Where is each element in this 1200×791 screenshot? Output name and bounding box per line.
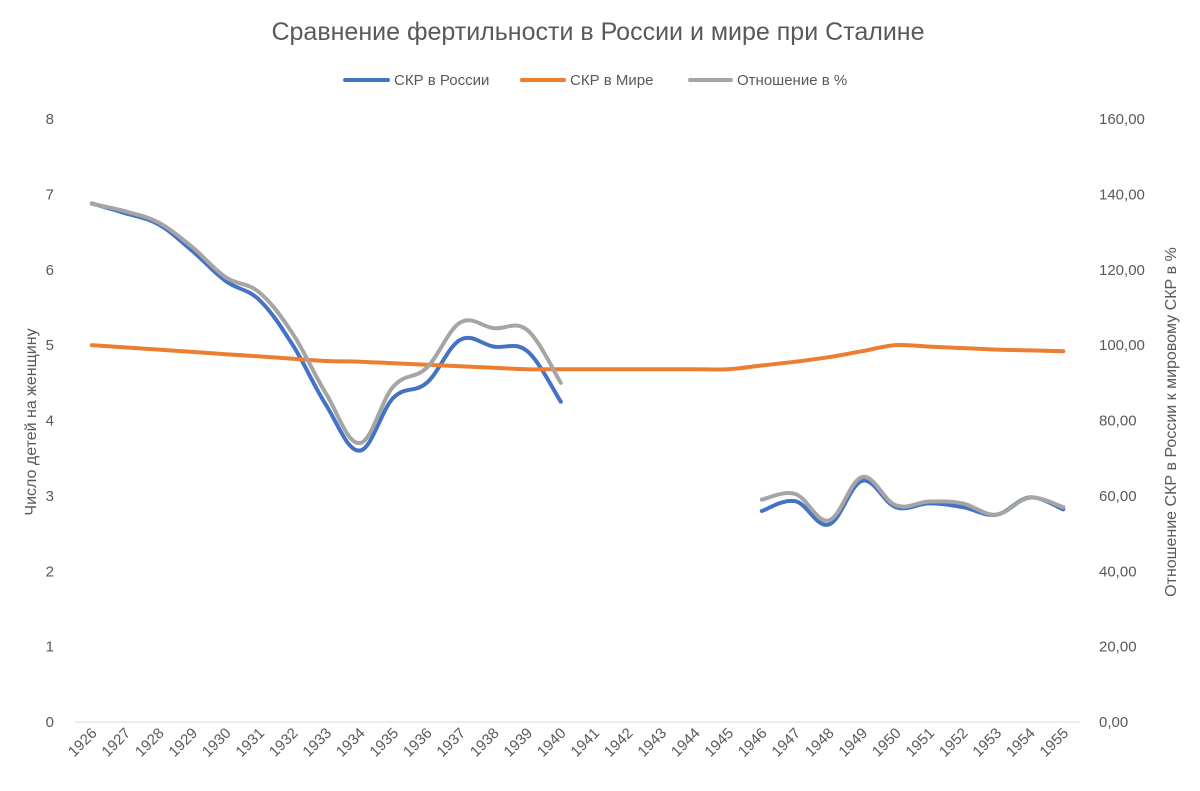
y-tick-label: 5	[46, 337, 54, 354]
x-tick-label: 1947	[768, 725, 804, 761]
x-tick-label: 1944	[668, 725, 704, 761]
y2-tick-label: 20,00	[1099, 639, 1137, 656]
y2-tick-label: 80,00	[1099, 413, 1137, 430]
series-line-ratio-1	[759, 474, 1066, 523]
y2-axis-ticks: 0,00 20,00 40,00 60,00 80,00 100,00 120,00 140,…	[1099, 111, 1145, 731]
x-tick-label: 1937	[433, 725, 469, 761]
x-tick-label: 1929	[165, 725, 201, 761]
x-tick-label: 1950	[869, 725, 905, 761]
chart-title: Сравнение фертильности в России и мире п…	[271, 18, 924, 46]
legend-label-world: СКР в Мире	[570, 72, 653, 89]
y2-tick-label: 40,00	[1099, 563, 1137, 580]
y-axis-title: Число детей на женщину	[23, 328, 40, 515]
x-tick-label: 1955	[1036, 725, 1072, 761]
series-lines	[89, 201, 1066, 527]
x-tick-label: 1941	[567, 725, 603, 761]
x-tick-label: 1943	[634, 725, 670, 761]
y-tick-label: 4	[46, 413, 54, 430]
x-tick-label: 1942	[601, 725, 637, 761]
y2-tick-label: 0,00	[1099, 714, 1128, 731]
x-tick-label: 1954	[1003, 725, 1039, 761]
x-tick-label: 1933	[299, 725, 335, 761]
y-tick-label: 0	[46, 714, 54, 731]
y-tick-label: 6	[46, 262, 54, 279]
x-tick-label: 1953	[969, 725, 1005, 761]
y2-tick-label: 140,00	[1099, 186, 1145, 203]
x-tick-label: 1934	[333, 725, 369, 761]
y2-tick-label: 120,00	[1099, 262, 1145, 279]
y-tick-label: 2	[46, 563, 54, 580]
y-tick-label: 7	[46, 186, 54, 203]
y2-tick-label: 160,00	[1099, 111, 1145, 128]
x-tick-label: 1926	[65, 725, 101, 761]
series-line-ratio-0	[89, 201, 563, 446]
y2-tick-label: 60,00	[1099, 488, 1137, 505]
y2-tick-label: 100,00	[1099, 337, 1145, 354]
y2-axis-title: Отношение СКР в России к мировому СКР в …	[1163, 247, 1180, 597]
x-tick-label: 1946	[735, 725, 771, 761]
x-tick-label: 1936	[400, 725, 436, 761]
x-tick-label: 1931	[232, 725, 268, 761]
x-tick-label: 1932	[266, 725, 302, 761]
x-tick-label: 1927	[98, 725, 134, 761]
y-tick-label: 8	[46, 111, 54, 128]
legend-label-ratio: Отношение в %	[737, 72, 847, 89]
x-tick-label: 1935	[366, 725, 402, 761]
x-tick-label: 1940	[534, 725, 570, 761]
x-tick-label: 1938	[467, 725, 503, 761]
y-axis-ticks: 0 1 2 3 4 5 6 7 8	[46, 111, 54, 731]
y-tick-label: 1	[46, 639, 54, 656]
series-line-world-0	[89, 342, 1066, 372]
x-axis-ticks: 1926192719281929193019311932193319341935…	[65, 725, 1072, 761]
legend: СКР в России СКР в Мире Отношение в %	[343, 72, 847, 89]
x-tick-label: 1951	[902, 725, 938, 761]
x-tick-label: 1945	[701, 725, 737, 761]
x-tick-label: 1949	[835, 725, 871, 761]
legend-label-russia: СКР в России	[394, 72, 489, 89]
y-tick-label: 3	[46, 488, 54, 505]
x-tick-label: 1939	[500, 725, 536, 761]
x-tick-label: 1928	[132, 725, 168, 761]
x-tick-label: 1952	[936, 725, 972, 761]
x-tick-label: 1930	[199, 725, 235, 761]
x-tick-label: 1948	[802, 725, 838, 761]
